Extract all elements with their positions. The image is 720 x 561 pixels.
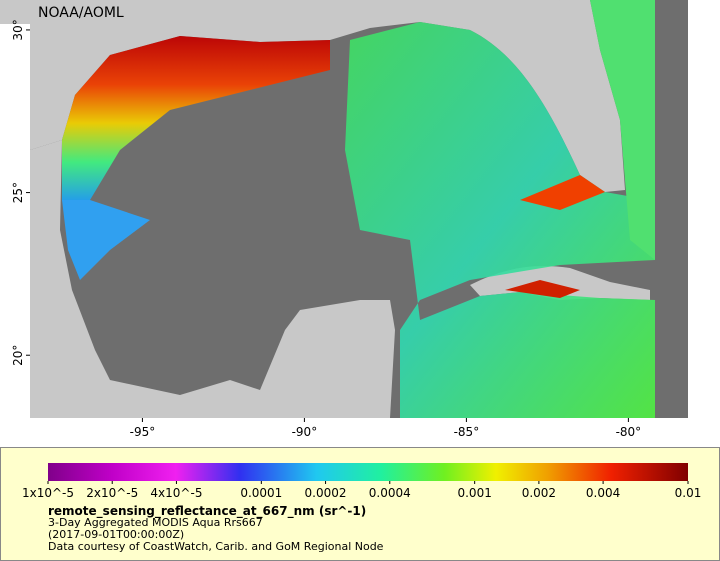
coastal-plume xyxy=(62,36,330,230)
land-us xyxy=(30,0,560,150)
colorbar-tick-label: 0.001 xyxy=(457,486,491,500)
colorbar-tick-label: 4x10^-5 xyxy=(150,486,202,500)
y-tick-label: 30° xyxy=(11,19,25,40)
x-tick-label: -90° xyxy=(292,425,318,439)
colorbar xyxy=(48,463,688,481)
colorbar-tick-label: 0.0004 xyxy=(369,486,411,500)
colorbar-tick-label: 0.004 xyxy=(586,486,620,500)
land-florida xyxy=(470,0,625,192)
cuba-plume xyxy=(505,280,580,298)
legend-line: (2017-09-01T00:00:00Z) xyxy=(48,528,184,541)
colorbar-tick-label: 0.0002 xyxy=(305,486,347,500)
x-tick-label: -95° xyxy=(130,425,156,439)
florida-plume xyxy=(520,175,605,210)
atlantic-data xyxy=(590,0,655,260)
y-tick-label: 20° xyxy=(11,345,25,366)
atlantic xyxy=(655,0,688,418)
east-gulf-data xyxy=(345,22,655,418)
colorbar-tick-label: 1x10^-5 xyxy=(22,486,74,500)
colorbar-tick-label: 0.01 xyxy=(675,486,702,500)
map: NOAA/AOML xyxy=(0,0,688,418)
legend-line: 3-Day Aggregated MODIS Aqua Rrs667 xyxy=(48,516,263,529)
credit-box xyxy=(0,0,130,24)
x-tick-label: -80° xyxy=(616,425,642,439)
colorbar-tick-label: 2x10^-5 xyxy=(86,486,138,500)
colorbar-tick-label: 0.002 xyxy=(522,486,556,500)
colorbar-tick-label: 0.0001 xyxy=(240,486,282,500)
variable-name: remote_sensing_reflectance_at_667_nm (sr… xyxy=(48,504,366,519)
land-cuba xyxy=(470,265,650,300)
x-tick-label: -85° xyxy=(454,425,480,439)
land-mexico xyxy=(30,140,395,418)
y-tick-label: 25° xyxy=(11,182,25,203)
legend-line: Data courtesy of CoastWatch, Carib. and … xyxy=(48,540,384,553)
credit: NOAA/AOML xyxy=(38,5,124,21)
west-plume xyxy=(62,200,150,280)
